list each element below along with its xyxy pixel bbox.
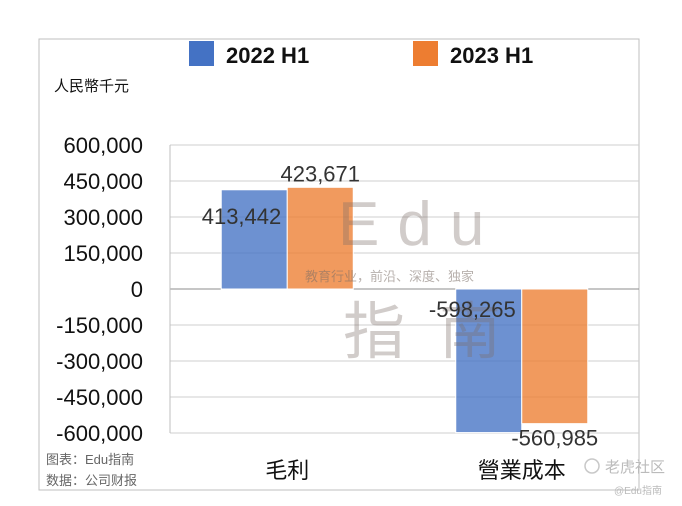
watermark-tagline: 教育行业，前沿、深度、独家 xyxy=(305,269,474,284)
unit-label: 人民幣千元 xyxy=(54,78,129,95)
y-tick-label: -450,000 xyxy=(56,385,143,410)
corner-brand-handle: @Edu指南 xyxy=(614,484,662,497)
y-tick-label: 600,000 xyxy=(63,133,143,158)
y-tick-label: -300,000 xyxy=(56,349,143,374)
y-tick-label: 0 xyxy=(131,277,143,302)
y-tick-label: -600,000 xyxy=(56,421,143,446)
bar xyxy=(455,288,523,434)
data-label: -598,265 xyxy=(429,297,516,322)
y-tick-label: -150,000 xyxy=(56,313,143,338)
corner-brand: 老虎社区 @Edu指南 xyxy=(584,458,665,497)
y-tick-label: 450,000 xyxy=(63,169,143,194)
category-labels: 毛利 營業成本 xyxy=(265,458,566,483)
legend: 2022 H1 2023 H1 xyxy=(189,41,533,68)
x-category-label: 毛利 xyxy=(265,458,309,483)
watermark-main: Edu xyxy=(338,190,502,259)
legend-swatch-2023 xyxy=(413,41,438,66)
chart-credit: 图表：Edu指南 xyxy=(46,452,134,467)
bars xyxy=(220,186,589,434)
data-label: -560,985 xyxy=(511,426,598,451)
corner-brand-name: 老虎社区 xyxy=(605,459,665,476)
legend-label-2023: 2023 H1 xyxy=(450,43,533,68)
bar xyxy=(286,186,354,290)
y-tick-label: 300,000 xyxy=(63,205,143,230)
data-label: 423,671 xyxy=(280,161,360,186)
brand-logo-icon xyxy=(584,458,600,474)
watermark-chinese: 指南 xyxy=(343,298,535,367)
watermark: Edu 教育行业，前沿、深度、独家 指南 xyxy=(305,190,535,367)
y-tick-label: 150,000 xyxy=(63,241,143,266)
x-category-label: 營業成本 xyxy=(478,458,566,483)
y-axis-ticks: 600,000 450,000 300,000 150,000 0 -150,000 -30… xyxy=(56,133,143,446)
data-credit: 数据：公司财报 xyxy=(46,473,137,488)
data-labels: 413,442 423,671 -598,265 -560,985 xyxy=(202,161,598,450)
legend-label-2022: 2022 H1 xyxy=(226,43,309,68)
bar xyxy=(220,189,288,290)
data-label: 413,442 xyxy=(202,204,282,229)
legend-swatch-2022 xyxy=(189,41,214,66)
bar xyxy=(521,288,589,425)
